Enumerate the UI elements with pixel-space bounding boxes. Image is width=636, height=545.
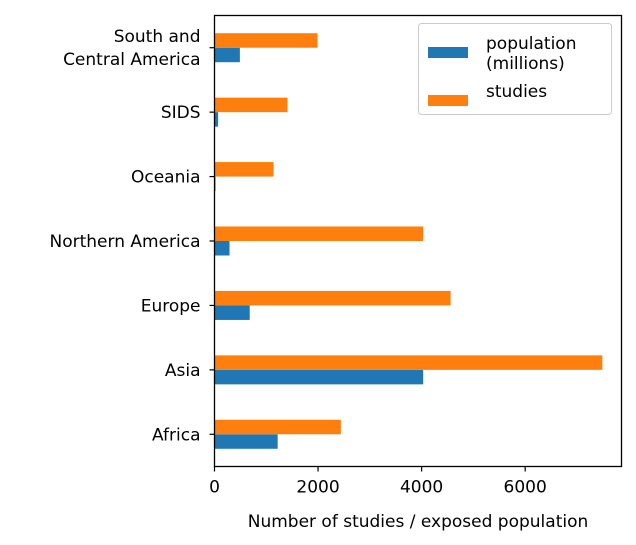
bar-studies-asia: [214, 355, 603, 370]
legend-swatch-population-millions: [428, 47, 468, 58]
y-tick-label: South and: [114, 27, 201, 47]
y-tick-label: Central America: [63, 50, 200, 70]
legend-label: (millions): [486, 54, 565, 74]
x-tick-label: 2000: [296, 478, 339, 498]
bar-population-millions-europe: [214, 305, 250, 320]
bar-studies-oceania: [214, 162, 274, 177]
y-tick-label: Europe: [141, 296, 201, 316]
bar-population-millions-south-and-central-america: [214, 47, 240, 63]
y-tick-label: SIDS: [161, 103, 201, 123]
plot-frame: [213, 14, 623, 468]
y-tick-label: Asia: [165, 361, 201, 381]
bar-population-millions-africa: [214, 434, 278, 449]
legend-label: population: [486, 34, 576, 54]
x-tick-label: 6000: [504, 478, 547, 498]
bar-studies-europe: [214, 290, 451, 306]
bar-population-millions-asia: [214, 369, 424, 385]
x-axis-ticks: 0 2000 4000 6000: [209, 466, 547, 498]
bar-studies-sids: [214, 97, 288, 113]
bars-group: [214, 33, 603, 449]
x-tick-label: 4000: [400, 478, 443, 498]
y-axis-ticks: Africa Asia Europe Northern America Oceania S…: [50, 27, 215, 445]
bar-population-millions-sids: [214, 112, 219, 127]
legend: population(millions) studies: [418, 23, 612, 115]
bar-studies-africa: [214, 419, 341, 435]
bar-studies-south-and-central-america: [214, 33, 318, 48]
x-tick-label: 0: [209, 478, 220, 498]
legend-box: [418, 23, 612, 115]
legend-swatch-studies: [428, 95, 468, 106]
bar-studies-northern-america: [214, 226, 424, 241]
y-tick-label: Oceania: [131, 168, 201, 188]
bar-population-millions-northern-america: [214, 241, 230, 256]
y-tick-label: Northern America: [50, 232, 201, 252]
legend-label: studies: [486, 82, 547, 102]
y-tick-label: Africa: [152, 425, 201, 445]
x-axis-label: Number of studies / exposed population: [248, 512, 589, 532]
